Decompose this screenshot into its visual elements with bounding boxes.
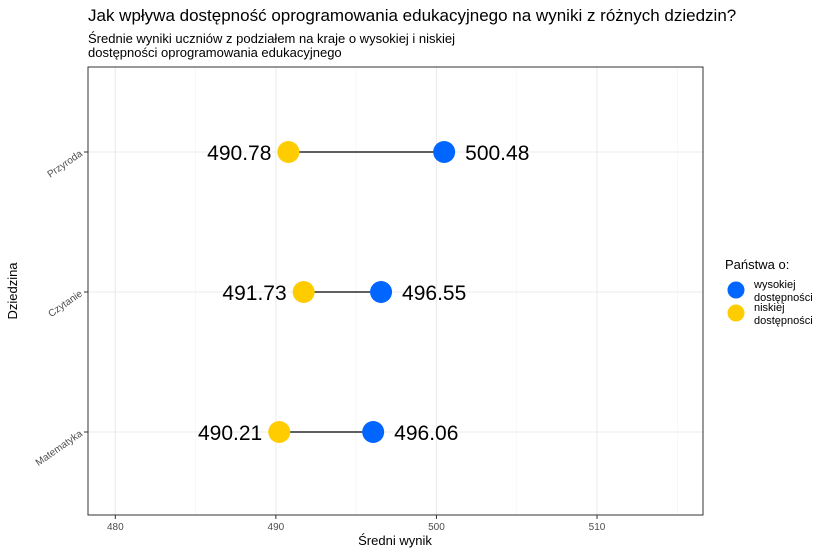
x-tick-label: 490 <box>268 522 285 533</box>
chart-subtitle-line-1: Średnie wyniki uczniów z podziałem na kr… <box>88 31 455 46</box>
point-high-access <box>433 141 456 163</box>
data-label-high-access: 500.48 <box>465 142 529 165</box>
legend-label-low-line-1: niskiej <box>754 302 785 314</box>
plot-panel <box>88 67 703 515</box>
data-label-low-access: 490.78 <box>207 142 271 165</box>
legend-label-high-line-2: dostępności <box>754 292 813 304</box>
data-labels: 490.78 500.48 491.73 496.55 490.21 496.06 <box>198 142 529 445</box>
y-tick-label: Czytanie <box>47 288 86 320</box>
plot-border <box>87 66 704 516</box>
legend-swatch-high <box>727 281 745 299</box>
data-label-low-access: 491.73 <box>222 282 286 305</box>
x-axis-title: Średni wynik <box>358 533 432 548</box>
point-high-access <box>362 421 385 443</box>
legend: Państwa o: wysokiej dostępności niskiej … <box>725 257 813 327</box>
legend-swatch-low <box>727 304 745 322</box>
x-tick-label: 500 <box>428 522 445 533</box>
legend-label-high-line-1: wysokiej <box>753 279 796 291</box>
legend-title: Państwa o: <box>725 257 789 272</box>
point-low-access <box>277 141 300 163</box>
data-label-high-access: 496.55 <box>402 282 466 305</box>
data-label-low-access: 490.21 <box>198 422 262 445</box>
point-low-access <box>292 281 315 303</box>
x-tick-label: 510 <box>589 522 606 533</box>
chart-title: Jak wpływa dostępność oprogramowania edu… <box>88 6 736 25</box>
y-tick-label: Przyroda <box>46 148 85 180</box>
dumbbell-segments <box>279 151 445 433</box>
legend-label-low-line-2: dostępności <box>754 315 813 327</box>
y-axis-title: Dziedzina <box>5 262 20 320</box>
data-label-high-access: 496.06 <box>394 422 458 445</box>
data-points <box>268 141 456 443</box>
y-tick-label: Matematyka <box>34 428 85 469</box>
chart-subtitle-line-2: dostępności oprogramowania edukacyjnego <box>88 45 342 60</box>
x-tick-label: 480 <box>107 522 124 533</box>
point-high-access <box>370 281 393 303</box>
point-low-access <box>268 421 291 443</box>
